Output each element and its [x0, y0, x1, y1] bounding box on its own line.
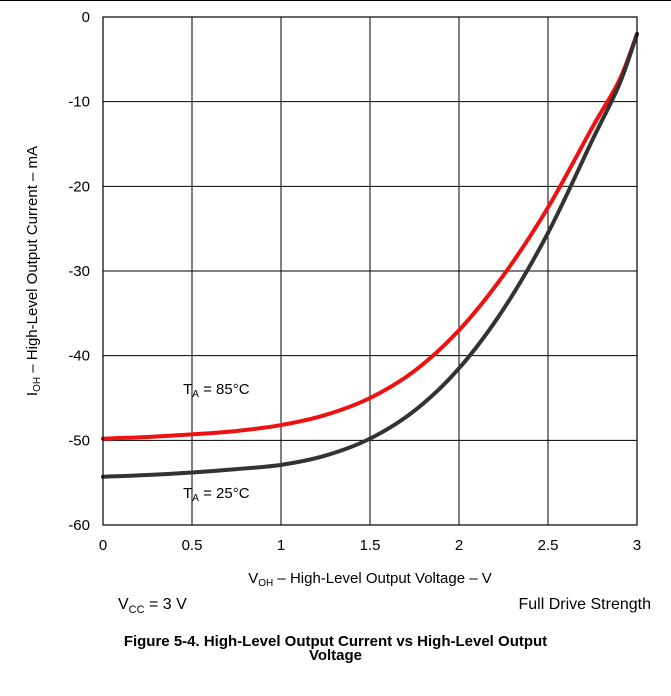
chart: 0 0.5 1 1.5 2 2.5 3 0 -10 -20 -30 -40 -50 -60 TA = 8… — [24, 9, 641, 589]
figure-caption-line-1: Figure 5-4. High-Level Output Current vs… — [123, 633, 548, 650]
x-tick-label: 1.5 — [360, 537, 381, 554]
x-axis-label: VOH – High-Level Output Voltage – V — [248, 570, 492, 589]
drive-strength-note: Full Drive Strength — [518, 596, 652, 613]
annotations: TA = 85°C TA = 25°C — [183, 381, 250, 504]
y-axis-label-rest: – High-Level Output Current – mA — [24, 146, 41, 377]
vcc-note-rest: = 3 V — [144, 596, 187, 613]
y-tick-label: 0 — [82, 9, 90, 26]
series-line-1 — [101, 31, 639, 479]
series-annotation-1: TA = 25°C — [183, 485, 250, 504]
x-tick-label: 2.5 — [538, 537, 559, 554]
vcc-note-sub: CC — [128, 604, 145, 617]
x-axis-label-sub: OH — [258, 578, 273, 589]
y-tick-label: -40 — [68, 348, 90, 365]
x-tick-label: 0 — [99, 537, 107, 554]
grid — [102, 16, 638, 526]
y-tick-label: -20 — [68, 178, 90, 195]
x-tick-label: 0.5 — [182, 537, 203, 554]
top-rule — [0, 0, 671, 1]
x-tick-label: 3 — [633, 537, 641, 554]
y-tick-label: -30 — [68, 263, 90, 280]
x-tick-label: 1 — [277, 537, 285, 554]
series-group — [101, 31, 639, 479]
x-tick-label: 2 — [455, 537, 463, 554]
y-axis-label: IOH – High-Level Output Current – mA — [24, 146, 43, 396]
y-tick-label: -60 — [68, 517, 90, 534]
y-tick-label: -10 — [68, 94, 90, 111]
figure-caption-line-2: Voltage — [308, 647, 363, 664]
vcc-note-main: V — [118, 596, 129, 613]
series-annotation-0: TA = 85°C — [183, 381, 250, 400]
y-axis-label-main: I — [24, 392, 41, 396]
x-tick-labels: 0 0.5 1 1.5 2 2.5 3 — [99, 537, 641, 554]
x-axis-label-rest: – High-Level Output Voltage – V — [273, 570, 491, 587]
y-tick-labels: 0 -10 -20 -30 -40 -50 -60 — [68, 9, 90, 534]
vcc-note: VCC = 3 V — [118, 596, 187, 616]
plot-frame — [102, 16, 638, 526]
series-line-0 — [101, 31, 639, 441]
x-axis-label-main: V — [248, 570, 258, 587]
figure-caption: Figure 5-4. High-Level Output Current vs… — [0, 633, 671, 664]
y-tick-label: -50 — [68, 432, 90, 449]
y-axis-label-sub: OH — [32, 377, 43, 392]
